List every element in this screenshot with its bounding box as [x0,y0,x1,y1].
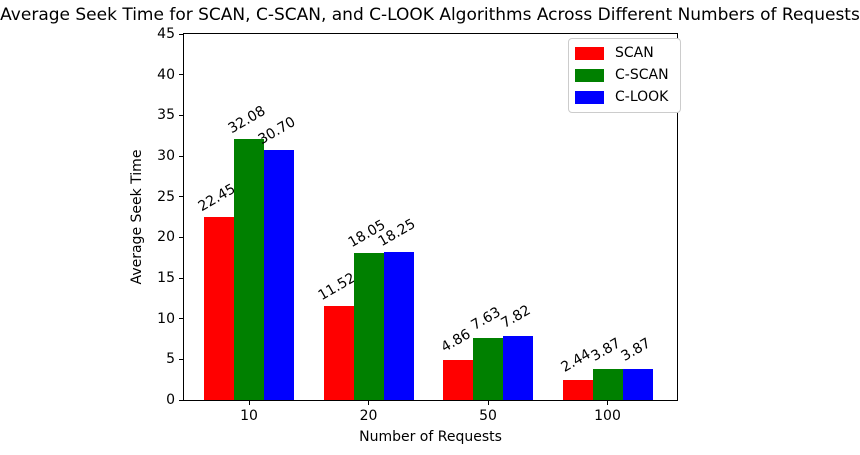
x-tick-label: 50 [479,408,497,424]
bar-value-label: 3.87 [588,334,623,365]
bar-value-label: 11.52 [315,270,358,305]
bar [622,368,653,400]
y-tick-mark [179,114,183,116]
chart-title: Average Seek Time for SCAN, C-SCAN, and … [0,5,860,25]
x-tick-mark [607,401,608,405]
y-tick-mark [179,236,183,238]
bar [592,368,623,400]
legend: SCAN C-SCAN C-LOOK [568,38,681,113]
y-tick-label: 35 [157,107,175,124]
x-tick-label: 10 [240,408,258,424]
legend-swatch-icon [575,47,604,60]
bar [264,150,294,400]
y-tick-mark [179,74,183,76]
bar [562,380,593,400]
x-axis-label: Number of Requests [359,429,502,445]
bar [323,306,354,400]
bar [234,139,264,400]
y-tick-label: 0 [166,392,175,408]
y-tick-label: 30 [157,148,175,164]
x-tick-label: 20 [359,408,378,424]
y-tick-mark [179,318,183,320]
legend-label: C-SCAN [615,67,669,83]
legend-item: C-LOOK [575,90,669,105]
legend-swatch-icon [575,69,604,82]
x-tick-mark [248,401,250,405]
bar [443,360,473,400]
x-tick-label: 100 [594,408,621,424]
y-tick-label: 40 [157,66,175,83]
x-tick-mark [487,401,489,405]
bar [383,251,414,400]
bar [473,337,503,400]
legend-item: SCAN [575,46,669,61]
y-tick-mark [179,399,183,401]
y-tick-label: 25 [157,188,175,205]
bar [204,217,234,400]
legend-swatch-icon [575,91,604,104]
plot-area: SCAN C-SCAN C-LOOK 22.45 11.52 4.86 2.44 32.08… [183,33,681,401]
y-tick-mark [179,196,183,198]
y-tick-label: 5 [166,351,175,368]
legend-label: C-LOOK [615,89,669,105]
bar-value-label: 3.87 [618,334,653,365]
y-tick-mark [179,155,183,157]
bar-value-label: 22.45 [195,181,239,216]
y-tick-mark [179,33,183,35]
bar-value-label: 7.82 [498,302,534,333]
legend-label: SCAN [615,45,654,61]
x-tick-mark [368,401,369,405]
y-tick-label: 45 [157,26,175,42]
bar-value-label: 4.86 [438,326,474,357]
legend-item: C-SCAN [575,68,669,83]
y-tick-label: 15 [157,270,175,286]
bar [353,253,384,400]
y-tick-mark [179,277,183,279]
bar [503,336,533,400]
y-tick-label: 20 [157,229,175,246]
y-tick-mark [179,358,183,360]
y-tick-label: 10 [157,310,175,327]
y-axis-label: Average Seek Time [129,149,145,285]
